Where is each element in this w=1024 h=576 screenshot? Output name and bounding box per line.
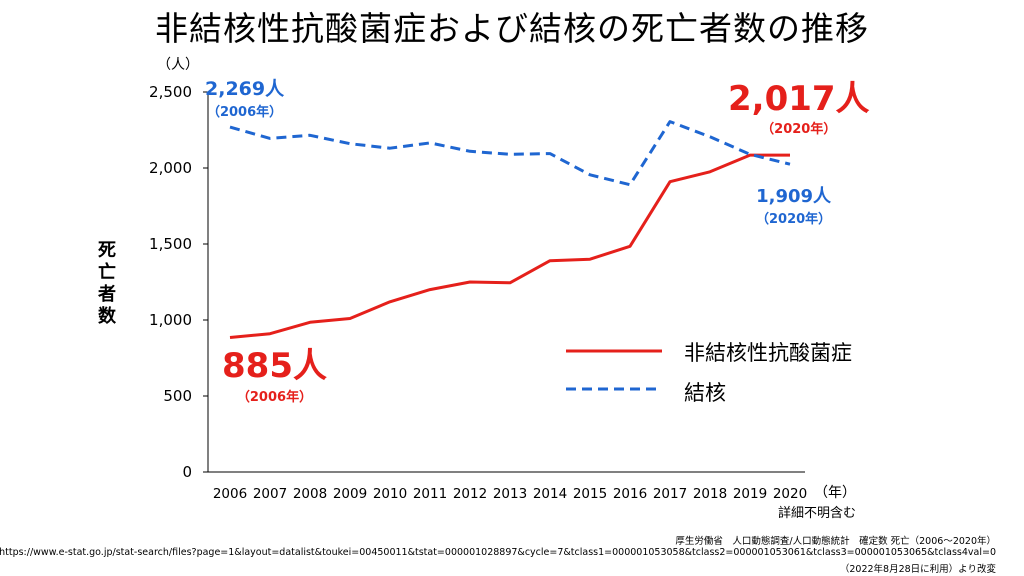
y-tick-label: 1,500 [149,235,192,253]
annotation-value: 885人 [222,346,327,386]
x-tick-label: 2009 [333,486,367,502]
x-tick-label: 2008 [293,486,327,502]
source-line-3: （2022年8月28日に利用）より改変 [839,564,996,575]
source-line-1: 厚生労働省 人口動態調査/人口動態統計 確定数 死亡（2006〜2020年） [675,536,996,547]
x-tick-label: 2007 [253,486,287,502]
series-lines [229,120,791,339]
legend-lines [566,349,662,391]
annotation-tb-2020: 1,909人 （2020年） [756,182,831,227]
y-tick-label: 2,000 [149,159,192,177]
x-tick-label: 2010 [373,486,407,502]
x-axis-note: 詳細不明含む [778,506,857,521]
annotation-value: 2,017人 [728,79,870,119]
x-tick-label: 2013 [493,486,527,502]
series-tb-line [229,120,791,187]
x-axis-ticks: 2006 2007 2008 2009 2010 2011 2012 2013 2014 2015… [213,486,807,502]
x-tick-label: 2020 [773,486,807,502]
x-tick-label: 2019 [733,486,767,502]
y-axis-label-char: 数 [98,306,116,327]
y-axis-label: 死亡者数 [92,240,122,328]
y-tick-label: 2,500 [149,83,192,101]
legend-tb-label: 結核 [684,381,726,405]
annotation-year: （2020年） [756,212,832,227]
legend-ntm-label: 非結核性抗酸菌症 [684,341,852,365]
series-ntm-line [229,153,790,339]
annotation-year: （2006年） [206,105,283,120]
x-tick-label: 2012 [453,486,487,502]
x-tick-label: 2018 [693,486,727,502]
x-tick-label: 2014 [533,486,567,502]
annotation-tb-2006: 2,269人 （2006年） [205,74,284,120]
y-axis-label-char: 者 [98,284,116,305]
x-tick-label: 2015 [573,486,607,502]
y-tick-label: 500 [163,387,192,405]
annotation-ntm-2006: 885人 （2006年） [222,346,327,405]
x-tick-label: 2011 [413,486,447,502]
x-tick-label: 2017 [653,486,687,502]
y-axis-unit: （人） [157,57,199,73]
x-tick-label: 2016 [613,486,647,502]
annotation-value: 1,909人 [756,186,832,207]
annotation-value: 2,269人 [205,78,285,100]
chart-title: 非結核性抗酸菌症および結核の死亡者数の推移 [155,9,869,48]
annotation-ntm-2020: 2,017人 （2020年） [728,80,870,137]
annotation-year: （2006年） [236,390,313,405]
y-axis-label-char: 亡 [98,262,116,283]
y-axis-label-char: 死 [98,240,116,261]
x-axis-unit: （年） [814,485,856,501]
axes [207,92,805,473]
y-tick-label: 1,000 [149,311,192,329]
annotation-year: （2020年） [761,122,837,137]
y-tick-label: 0 [182,463,192,481]
source-line-2: https://www.e-stat.go.jp/stat-search/fil… [0,547,996,558]
x-tick-label: 2006 [213,486,247,502]
y-axis-ticks: 0 500 1,000 1,500 2,000 2,500 [149,83,208,481]
